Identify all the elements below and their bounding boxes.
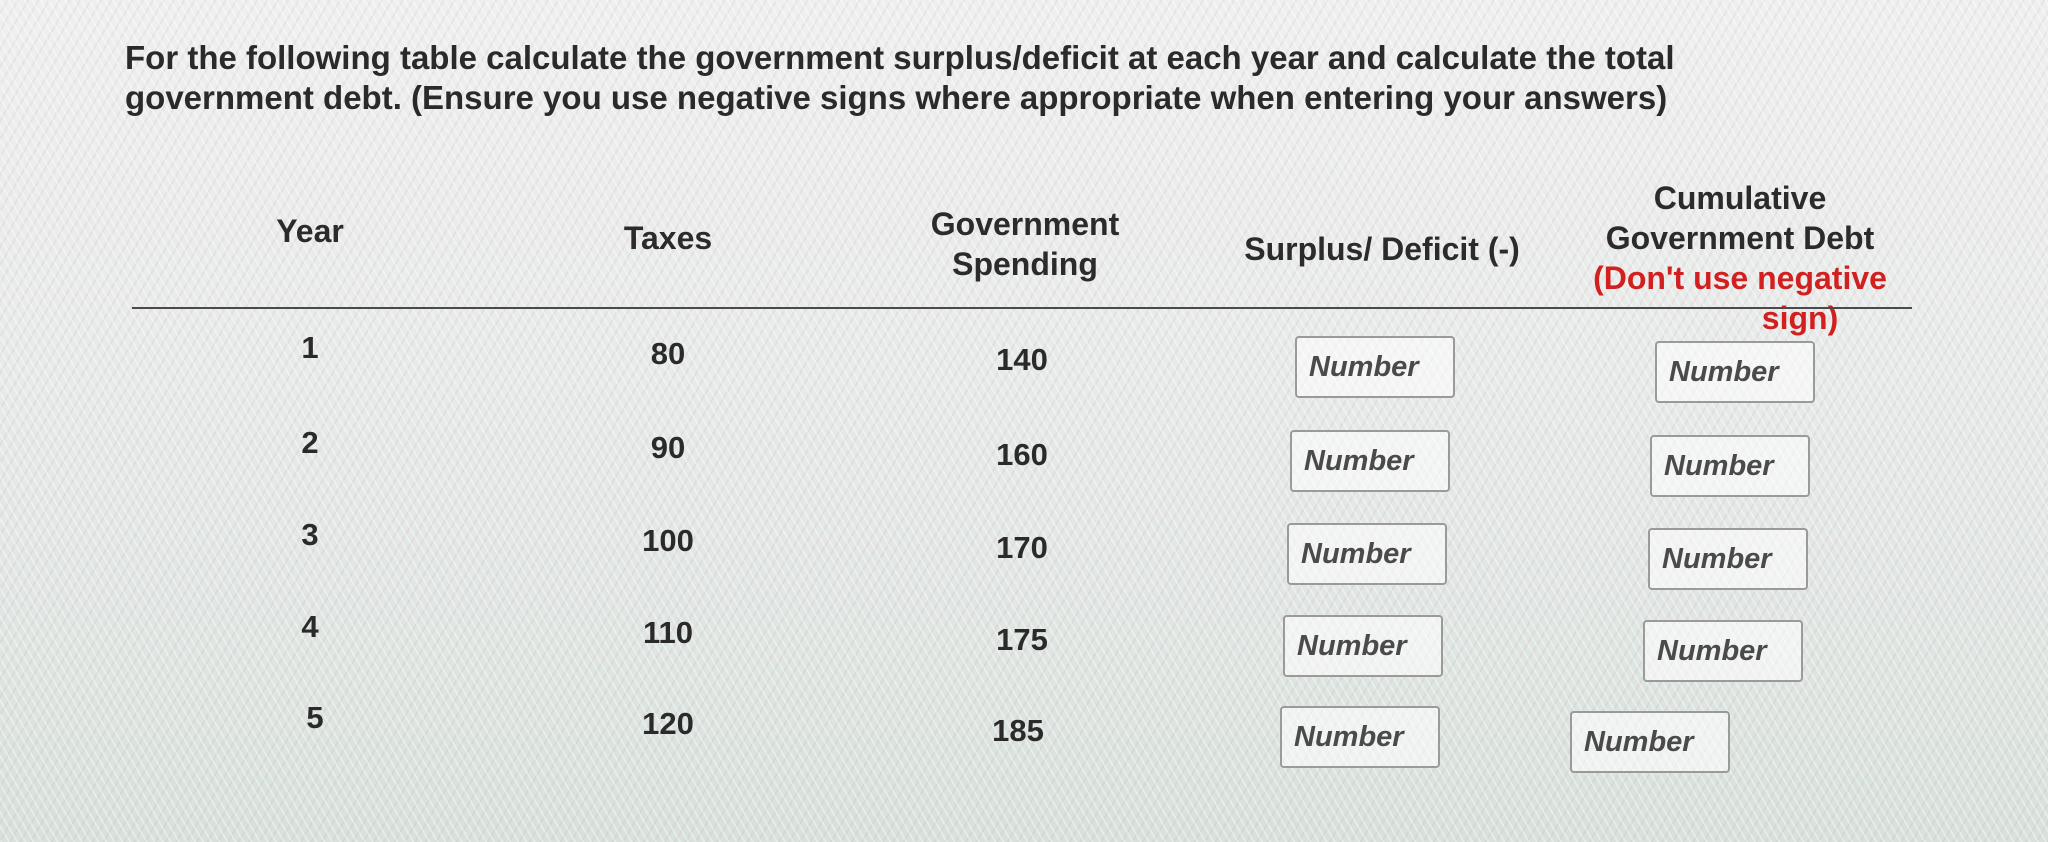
table-cell-taxes-2: 90 — [650, 430, 686, 465]
header-debt-line-2: Government Debt — [1605, 220, 1875, 256]
table-cell-year-2: 2 — [301, 425, 319, 460]
surplus-deficit-input-5[interactable] — [1280, 706, 1440, 768]
cumulative-debt-input-1[interactable] — [1655, 341, 1815, 403]
table-cell-year-4: 4 — [301, 609, 319, 644]
header-taxes: Taxes — [623, 220, 713, 256]
header-debt-line-1: Cumulative — [1653, 180, 1827, 216]
cumulative-debt-input-3[interactable] — [1648, 528, 1808, 590]
question-line-2: government debt. (Ensure you use negativ… — [125, 79, 1668, 116]
header-debt-warning-line-1: (Don't use negative — [1593, 260, 1887, 296]
surplus-deficit-input-2[interactable] — [1290, 430, 1450, 492]
header-spending-line-2: Spending — [952, 246, 1098, 282]
table-cell-taxes-3: 100 — [642, 523, 694, 558]
table-cell-year-5: 5 — [306, 700, 324, 735]
table-cell-spending-2: 160 — [996, 437, 1048, 472]
table-cell-year-1: 1 — [301, 330, 319, 365]
header-government-spending: Government Spending — [900, 204, 1150, 284]
surplus-deficit-input-1[interactable] — [1295, 336, 1455, 398]
cumulative-debt-input-2[interactable] — [1650, 435, 1810, 497]
table-cell-year-3: 3 — [301, 517, 319, 552]
surplus-deficit-input-4[interactable] — [1283, 615, 1443, 677]
table-cell-spending-4: 175 — [996, 622, 1048, 657]
cumulative-debt-input-4[interactable] — [1643, 620, 1803, 682]
header-cumulative-debt: Cumulative Government Debt (Don't use ne… — [1560, 178, 1920, 338]
question-line-1: For the following table calculate the go… — [125, 39, 1675, 76]
table-cell-spending-1: 140 — [996, 342, 1048, 377]
table-cell-taxes-1: 80 — [650, 336, 686, 371]
table-cell-spending-3: 170 — [996, 530, 1048, 565]
table-cell-taxes-4: 110 — [642, 615, 693, 650]
header-debt-warning-line-2: sign) — [1761, 300, 1839, 336]
table-cell-taxes-5: 120 — [642, 706, 694, 741]
header-divider — [132, 307, 1912, 309]
header-year: Year — [276, 213, 344, 249]
cumulative-debt-input-5[interactable] — [1570, 711, 1730, 773]
table-cell-spending-5: 185 — [992, 713, 1044, 748]
header-surplus-deficit: Surplus/ Deficit (-) — [1244, 231, 1520, 267]
question-instructions: For the following table calculate the go… — [125, 38, 1825, 118]
surplus-deficit-input-3[interactable] — [1287, 523, 1447, 585]
header-spending-line-1: Government — [930, 206, 1120, 242]
